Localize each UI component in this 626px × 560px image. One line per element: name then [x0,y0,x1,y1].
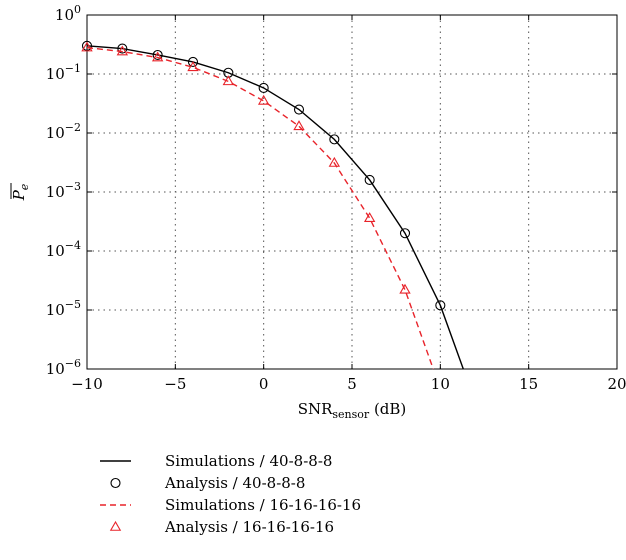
x-tick-label: −5 [164,375,186,393]
legend: Simulations / 40-8-8-8 Analysis / 40-8-8-… [100,452,361,536]
y-axis-label-subscript: e [18,183,31,190]
data-point-triangle [399,283,411,294]
y-tick-label: 100 [55,3,81,24]
y-tick-label: 10−6 [46,357,81,378]
data-point-triangle [257,94,270,105]
legend-label: Simulations / 16-16-16-16 [165,496,361,514]
data-point-triangle [328,156,341,167]
svg-text:SNRsensor (dB): SNRsensor (dB) [298,400,407,421]
legend-label: Analysis / 40-8-8-8 [164,474,305,492]
legend-entry: Analysis / 16-16-16-16 [109,518,334,536]
series-line [86,45,464,370]
svg-text:Pe: Pe [10,183,31,201]
data-point-triangle [293,120,305,131]
legend-swatch-triangle [109,520,122,531]
legend-swatch-circle [110,477,121,489]
data-point-circle [329,134,340,145]
y-tick-label: 10−4 [46,239,81,260]
data-point-circle [187,56,199,68]
legend-label: Simulations / 40-8-8-8 [165,452,332,470]
y-tick-label: 10−2 [46,121,81,142]
data-point-triangle [116,45,129,56]
data-point-circle [258,82,269,94]
data-point-triangle [81,41,93,52]
x-axis-label-main: SNR [298,400,333,418]
axis-ticks: −10 −5 0 5 10 15 20 10−6 10−5 10−4 10−3 10−2 10−1 100 [46,3,626,393]
grid [87,15,617,369]
data-point-circle [364,174,375,186]
legend-label: Analysis / 16-16-16-16 [164,518,334,536]
data-point-circle [399,228,411,239]
legend-entry: Simulations / 16-16-16-16 [100,496,361,514]
x-tick-label: 10 [431,375,450,393]
data-point-triangle [363,212,376,222]
x-axis-label: SNRsensor (dB) [298,400,407,421]
y-axis-label: Pe [10,183,31,201]
y-tick-label: 10−3 [46,180,81,201]
y-axis-label-main: P [10,189,28,201]
x-tick-label: −10 [71,375,103,393]
series-0 [86,45,464,370]
x-tick-label: 5 [347,375,357,393]
legend-entry: Simulations / 40-8-8-8 [100,452,332,470]
x-axis-label-unit: (dB) [374,400,406,418]
x-tick-label: 0 [259,375,269,393]
data-point-triangle [222,75,235,86]
x-tick-label: 20 [607,375,626,393]
series-line [86,46,434,370]
data-point-triangle [187,61,199,72]
series-layer [81,40,464,370]
x-axis-label-subscript: sensor [332,408,370,421]
series-2 [86,46,434,370]
data-point-triangle [151,51,164,62]
data-point-circle [152,49,163,61]
y-tick-label: 10−1 [46,62,81,83]
y-tick-label: 10−5 [46,298,81,319]
legend-entry: Analysis / 40-8-8-8 [110,474,305,492]
data-point-circle [117,43,128,54]
series-3 [81,41,411,294]
data-point-circle [435,300,446,311]
x-tick-label: 15 [519,375,538,393]
data-point-circle [293,104,305,115]
